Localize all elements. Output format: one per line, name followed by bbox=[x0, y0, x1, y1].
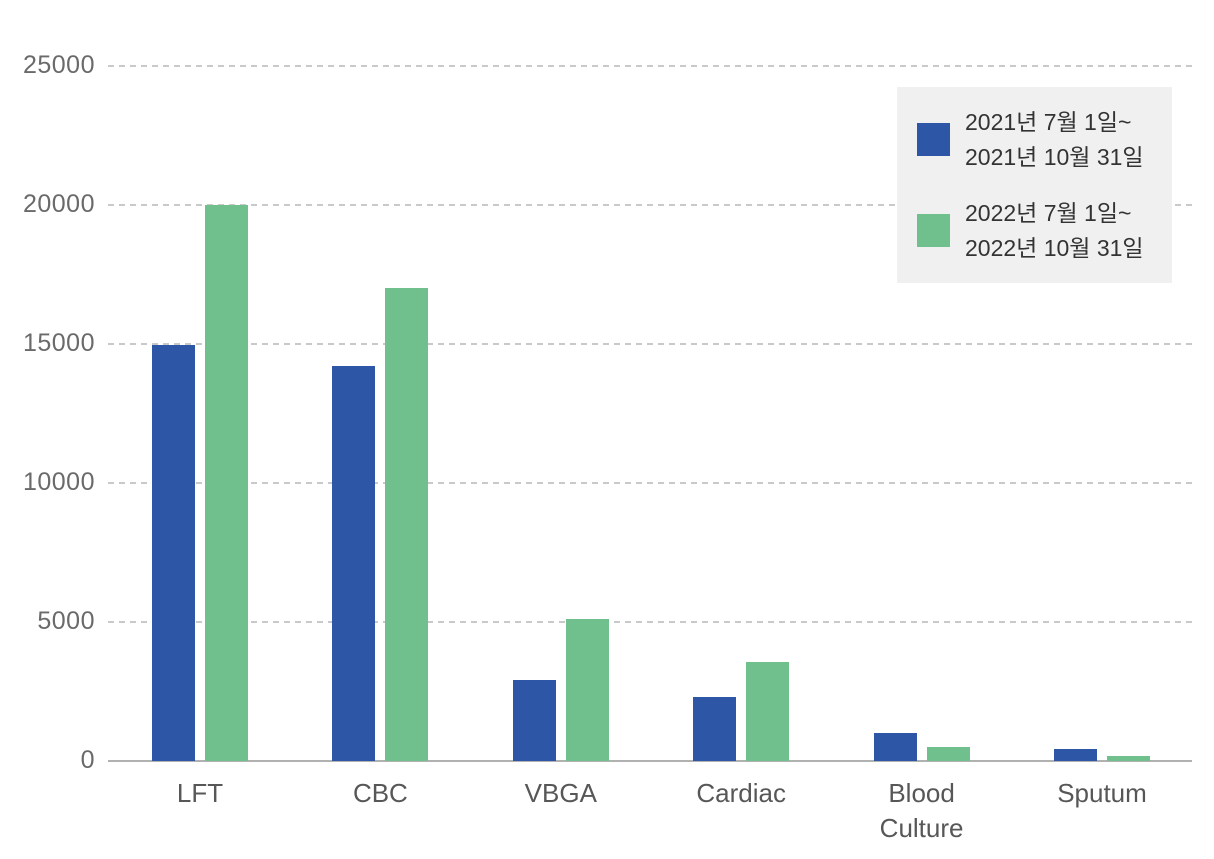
x-axis-label-cbc: CBC bbox=[352, 778, 408, 808]
bar bbox=[205, 205, 248, 761]
x-axis-label-lft: LFT bbox=[176, 778, 224, 808]
bar bbox=[1054, 749, 1097, 761]
legend: 2021년 7월 1일~ 2021년 10월 31일 2022년 7월 1일~ … bbox=[897, 87, 1172, 283]
gridline-15000 bbox=[108, 343, 1192, 345]
bar bbox=[1107, 756, 1150, 761]
bar bbox=[512, 680, 556, 761]
bar bbox=[332, 366, 376, 761]
legend-label-2021: 2021년 7월 1일~ 2021년 10월 31일 bbox=[965, 109, 1144, 170]
x-axis-label-blood-culture: Blood Culture bbox=[879, 778, 964, 844]
x-axis-label-sputum: Sputum bbox=[1057, 778, 1147, 808]
bar-group-lft bbox=[152, 205, 248, 761]
bar-group-cbc bbox=[332, 288, 429, 761]
x-axis-label-cardiac: Cardiac bbox=[696, 778, 786, 808]
bar bbox=[746, 662, 790, 761]
gridline-5000 bbox=[108, 621, 1192, 623]
y-tick-label-15000: 15000 bbox=[22, 329, 95, 357]
plot-area bbox=[108, 65, 1192, 762]
bar-group-vbga bbox=[512, 619, 609, 761]
legend-swatch-2021-icon bbox=[917, 123, 950, 156]
y-tick-label-0: 0 bbox=[80, 746, 95, 774]
y-tick-label-10000: 10000 bbox=[22, 468, 95, 496]
bar bbox=[385, 288, 429, 761]
y-tick-label-5000: 5000 bbox=[37, 607, 95, 635]
legend-item-2021: 2021년 7월 1일~ 2021년 10월 31일 bbox=[897, 105, 1172, 174]
bar-group-blood-culture bbox=[873, 733, 970, 761]
bar bbox=[873, 733, 917, 761]
gridline-20000 bbox=[108, 204, 1192, 206]
bar bbox=[926, 747, 970, 761]
y-tick-label-25000: 25000 bbox=[22, 51, 95, 79]
gridline-25000 bbox=[108, 65, 1192, 67]
x-axis-label-vbga: VBGA bbox=[524, 778, 597, 808]
x-axis-line bbox=[108, 760, 1192, 762]
gridline-10000 bbox=[108, 482, 1192, 484]
legend-item-2022: 2022년 7월 1일~ 2022년 10월 31일 bbox=[897, 196, 1172, 265]
bar bbox=[693, 697, 737, 761]
bar bbox=[565, 619, 609, 761]
legend-swatch-2022-icon bbox=[917, 214, 950, 247]
bar bbox=[152, 345, 195, 761]
bar-group-cardiac bbox=[693, 662, 790, 761]
bar-group-sputum bbox=[1054, 749, 1150, 761]
y-tick-label-20000: 20000 bbox=[22, 190, 95, 218]
legend-label-2022: 2022년 7월 1일~ 2022년 10월 31일 bbox=[965, 200, 1144, 261]
